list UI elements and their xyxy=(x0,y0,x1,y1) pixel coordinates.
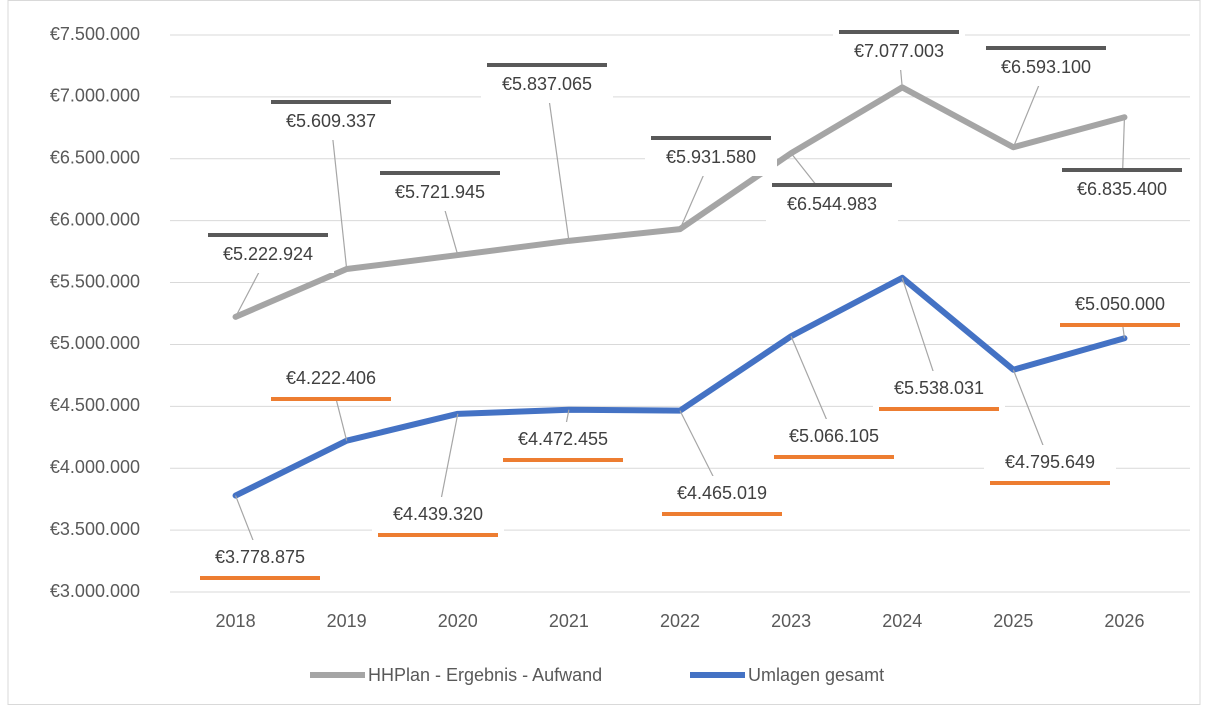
label-box xyxy=(873,371,1005,407)
y-tick-label: €7.500.000 xyxy=(50,24,140,44)
label-shadow xyxy=(1062,168,1182,174)
x-tick-label: 2019 xyxy=(327,611,367,631)
data-label: €6.544.983 xyxy=(787,194,877,214)
y-tick-label: €4.500.000 xyxy=(50,395,140,415)
label-shadow xyxy=(503,456,623,462)
data-label: €5.538.031 xyxy=(894,378,984,398)
label-box xyxy=(1054,287,1186,323)
label-shadow xyxy=(651,136,771,142)
x-tick-label: 2020 xyxy=(438,611,478,631)
label-shadow xyxy=(1060,321,1180,327)
data-label: €7.077.003 xyxy=(854,41,944,61)
label-shadow xyxy=(487,63,607,69)
data-label: €5.066.105 xyxy=(789,426,879,446)
data-label: €5.050.000 xyxy=(1075,294,1165,314)
data-label: €5.609.337 xyxy=(286,111,376,131)
label-box xyxy=(497,422,629,458)
label-box xyxy=(833,34,965,70)
y-tick-label: €3.000.000 xyxy=(50,581,140,601)
x-tick-label: 2024 xyxy=(882,611,922,631)
label-box xyxy=(481,67,613,103)
legend-label: Umlagen gesamt xyxy=(748,665,884,685)
label-box xyxy=(374,175,506,211)
label-shadow xyxy=(208,233,328,239)
label-box xyxy=(980,50,1112,86)
label-box xyxy=(645,140,777,176)
leader-line xyxy=(901,277,940,390)
label-shadow xyxy=(879,405,999,411)
y-tick-label: €7.000.000 xyxy=(50,86,140,106)
label-shadow xyxy=(990,479,1110,485)
data-label: €5.931.580 xyxy=(666,147,756,167)
label-shadow xyxy=(271,100,391,106)
label-box xyxy=(265,361,397,397)
leader-line xyxy=(546,84,570,241)
data-label: €4.222.406 xyxy=(286,368,376,388)
data-label: €4.465.019 xyxy=(677,483,767,503)
label-shadow xyxy=(839,30,959,36)
chart-frame xyxy=(7,0,1201,705)
data-label: €6.835.400 xyxy=(1077,179,1167,199)
y-tick-label: €3.500.000 xyxy=(50,519,140,539)
data-label: €3.778.875 xyxy=(215,547,305,567)
x-tick-label: 2018 xyxy=(216,611,256,631)
data-label: €4.472.455 xyxy=(518,429,608,449)
x-tick-label: 2022 xyxy=(660,611,700,631)
label-shadow xyxy=(380,171,500,177)
label-box xyxy=(372,497,504,533)
label-shadow xyxy=(271,395,391,401)
legend-label: HHPlan - Ergebnis - Aufwand xyxy=(368,665,602,685)
label-box xyxy=(984,445,1116,481)
data-label: €5.837.065 xyxy=(502,74,592,94)
leader-line xyxy=(330,121,348,270)
label-box xyxy=(265,104,397,140)
y-tick-label: €6.000.000 xyxy=(50,209,140,229)
data-label: €5.721.945 xyxy=(395,182,485,202)
label-shadow xyxy=(662,510,782,516)
y-tick-label: €6.500.000 xyxy=(50,148,140,168)
label-box xyxy=(202,237,334,273)
x-tick-label: 2021 xyxy=(549,611,589,631)
label-box xyxy=(1056,172,1188,208)
label-shadow xyxy=(200,574,320,580)
label-shadow xyxy=(774,453,894,459)
data-label: €6.593.100 xyxy=(1001,57,1091,77)
y-tick-label: €5.500.000 xyxy=(50,271,140,291)
y-tick-label: €4.000.000 xyxy=(50,457,140,477)
series-line xyxy=(232,84,1128,320)
data-label: €5.222.924 xyxy=(223,244,313,264)
series-line xyxy=(232,274,1128,499)
x-tick-label: 2023 xyxy=(771,611,811,631)
label-box xyxy=(656,476,788,512)
label-box xyxy=(768,419,900,455)
x-tick-label: 2026 xyxy=(1104,611,1144,631)
label-shadow xyxy=(986,46,1106,52)
label-box xyxy=(766,187,898,223)
y-tick-label: €5.000.000 xyxy=(50,333,140,353)
x-tick-label: 2025 xyxy=(993,611,1033,631)
label-shadow xyxy=(378,531,498,537)
label-shadow xyxy=(772,183,892,189)
data-label: €4.795.649 xyxy=(1005,452,1095,472)
label-box xyxy=(194,540,326,576)
data-label: €4.439.320 xyxy=(393,504,483,524)
